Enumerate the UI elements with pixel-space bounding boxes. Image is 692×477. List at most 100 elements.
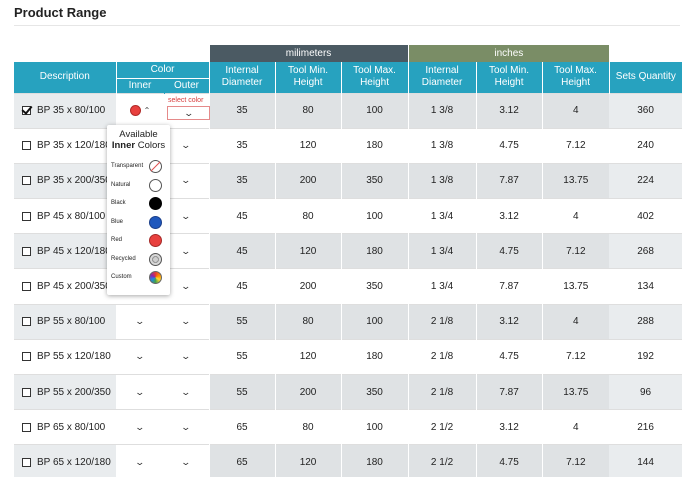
cell-in-tool-max-height: 13.75 [541, 162, 610, 199]
header-in-tool-min-height: Tool Min. Height [475, 62, 543, 93]
cell-mm-tool-min-height: 80 [274, 198, 342, 234]
cell-mm-tool-max-height: 180 [340, 338, 409, 375]
header-mm-tool-min-height: Tool Min. Height [274, 62, 342, 93]
chevron-down-icon: ⌄ [134, 457, 146, 468]
outer-color-select[interactable]: ⌄ [164, 233, 210, 269]
popup-title-rest: Colors [137, 140, 166, 151]
cell-sets-quantity: 224 [609, 162, 683, 199]
inner-color-select[interactable]: ⌄ [116, 303, 164, 340]
row-checkbox[interactable] [22, 317, 31, 327]
cell-in-tool-min-height: 7.87 [475, 162, 543, 199]
color-option[interactable]: Recycled [111, 252, 167, 268]
outer-color-select[interactable]: ⌄ [164, 338, 210, 375]
natural-swatch-icon [149, 178, 162, 192]
inner-color-select[interactable]: ⌄ [116, 373, 164, 410]
row-description[interactable]: BP 45 x 80/100 [14, 198, 116, 234]
outer-color-select[interactable]: ⌄ [164, 162, 210, 199]
row-description-label: BP 45 x 80/100 [37, 210, 106, 222]
row-description[interactable]: BP 35 x 120/180 [14, 127, 116, 164]
row-description[interactable]: BP 45 x 120/180 [14, 233, 116, 269]
row-description[interactable]: BP 55 x 200/350 [14, 373, 116, 410]
header-in-tool-max-height: Tool Max. Height [541, 62, 610, 93]
cell-in-tool-max-height: 4 [541, 409, 610, 445]
row-checkbox[interactable] [22, 141, 31, 151]
row-checkbox[interactable] [22, 106, 31, 116]
row-checkbox[interactable] [22, 458, 31, 468]
table-row: BP 65 x 80/100 ⌄ ⌄ 65 80 100 2 1/2 3.12 4 216 [14, 409, 683, 445]
header-mm-tool-max-height: Tool Max. Height [340, 62, 409, 93]
color-option[interactable]: Black [111, 196, 167, 212]
cell-mm-internal-diameter: 35 [208, 162, 276, 199]
row-checkbox[interactable] [22, 211, 31, 221]
cell-in-internal-diameter: 1 3/8 [407, 92, 477, 129]
group-header-millimeters: milimeters [208, 45, 409, 62]
color-option[interactable]: Transparent [111, 159, 167, 175]
chevron-down-icon: ⌄ [134, 316, 146, 327]
row-description[interactable]: BP 55 x 80/100 [14, 303, 116, 340]
row-description-label: BP 55 x 80/100 [37, 316, 106, 328]
color-option[interactable]: Blue [111, 215, 167, 231]
color-option-label: Transparent [111, 163, 144, 169]
cell-mm-tool-max-height: 350 [340, 268, 409, 305]
cell-mm-tool-min-height: 80 [274, 409, 342, 445]
row-description[interactable]: BP 35 x 80/100 [14, 92, 116, 129]
cell-mm-internal-diameter: 45 [208, 268, 276, 305]
cell-sets-quantity: 96 [609, 373, 683, 410]
color-option-label: Natural [111, 181, 131, 188]
color-option-label: Black [111, 200, 126, 206]
color-option[interactable]: Custom [111, 270, 167, 286]
row-description-label: BP 65 x 120/180 [37, 457, 111, 469]
row-description-label: BP 45 x 200/350 [37, 280, 111, 292]
chevron-down-icon: ⌄ [180, 457, 192, 468]
row-description[interactable]: BP 65 x 120/180 [14, 444, 116, 477]
inner-color-select[interactable]: ⌄ [116, 338, 164, 375]
cell-in-internal-diameter: 2 1/2 [407, 444, 477, 477]
color-option[interactable]: Red [111, 233, 167, 249]
row-description[interactable]: BP 45 x 200/350 [14, 268, 116, 305]
inner-color-select[interactable]: ⌄ [116, 409, 164, 445]
outer-color-select[interactable]: ⌄ [164, 303, 210, 340]
cell-in-internal-diameter: 2 1/2 [407, 409, 477, 445]
cell-mm-tool-max-height: 100 [340, 198, 409, 234]
cell-mm-tool-max-height: 100 [340, 409, 409, 445]
outer-color-select[interactable]: ⌄ [164, 268, 210, 305]
row-checkbox[interactable] [22, 246, 31, 256]
cell-mm-internal-diameter: 65 [208, 409, 276, 445]
transparent-swatch-icon [149, 160, 162, 173]
outer-color-select[interactable]: ⌄ [164, 127, 210, 164]
row-checkbox[interactable] [22, 281, 31, 291]
row-checkbox[interactable] [22, 352, 31, 362]
cell-mm-internal-diameter: 55 [208, 338, 276, 375]
outer-color-dropdown[interactable]: ⌄ [167, 105, 210, 120]
row-description[interactable]: BP 35 x 200/350 [14, 162, 116, 199]
row-description-label: BP 45 x 120/180 [37, 245, 111, 257]
cell-in-tool-min-height: 4.75 [475, 127, 543, 164]
outer-color-select[interactable]: ⌄ [164, 409, 210, 445]
outer-color-select[interactable]: ⌄ [164, 198, 210, 234]
inner-color-select[interactable]: ⌃ [116, 92, 164, 129]
selected-color-swatch-icon [129, 105, 141, 117]
row-checkbox[interactable] [22, 387, 31, 397]
custom-swatch-icon [149, 271, 162, 284]
inner-color-select[interactable]: ⌄ [116, 444, 164, 477]
cell-mm-tool-max-height: 180 [340, 127, 409, 164]
row-checkbox[interactable] [22, 422, 31, 432]
outer-color-select[interactable]: ⌄ [164, 373, 210, 410]
outer-color-select[interactable]: select color ⌄ [164, 92, 210, 129]
row-checkbox[interactable] [22, 176, 31, 186]
cell-mm-tool-min-height: 80 [274, 92, 342, 129]
cell-mm-tool-min-height: 120 [274, 338, 342, 375]
row-description[interactable]: BP 65 x 80/100 [14, 409, 116, 445]
cell-in-tool-min-height: 4.75 [475, 233, 543, 269]
header-mm-internal-diameter: Internal Diameter [208, 62, 276, 93]
cell-in-tool-min-height: 3.12 [475, 92, 543, 129]
outer-color-select[interactable]: ⌄ [164, 444, 210, 477]
cell-in-internal-diameter: 1 3/8 [407, 162, 477, 199]
row-description[interactable]: BP 55 x 120/180 [14, 338, 116, 375]
color-option-label: Custom [111, 274, 132, 280]
color-option[interactable]: Natural [111, 178, 167, 194]
cell-mm-tool-min-height: 80 [274, 303, 342, 340]
popup-title: Available Inner Colors [107, 129, 170, 151]
cell-mm-tool-min-height: 120 [274, 444, 342, 477]
